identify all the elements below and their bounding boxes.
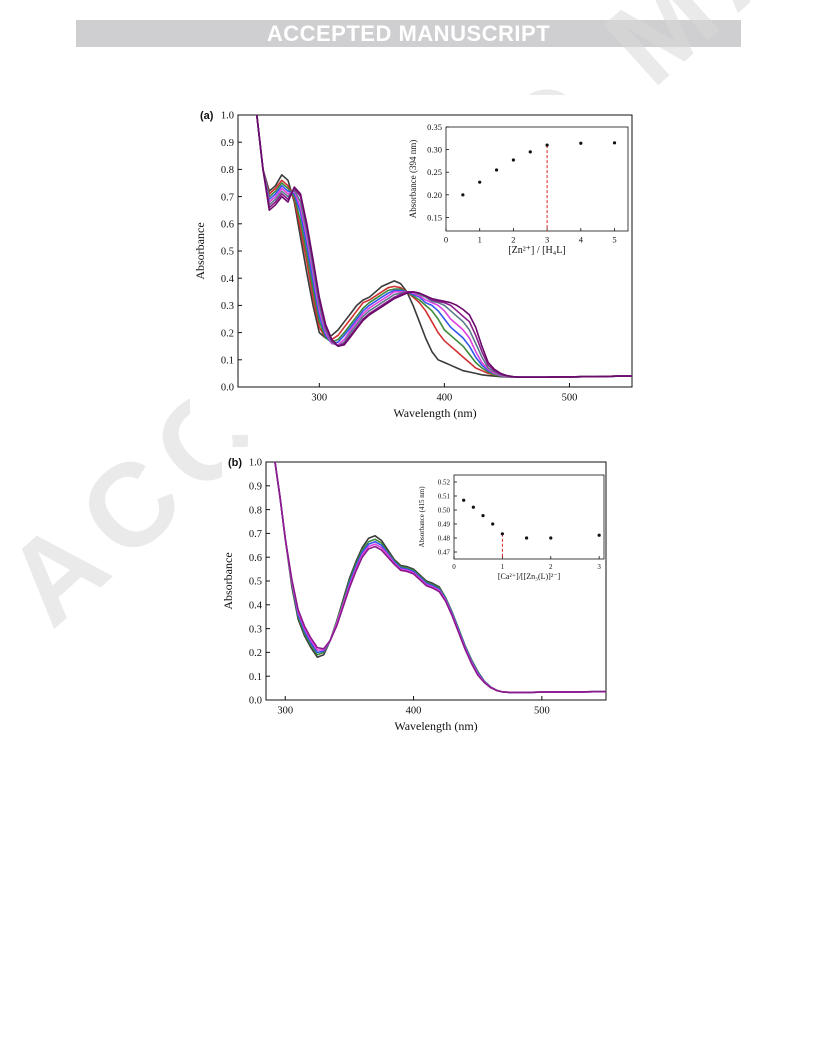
chart-a-y-tick-label: 0.8 [221,165,234,176]
chart-a-inset-point [478,180,482,184]
chart-a-inset-x-axis-title: [Zn²⁺] / [H₄L] [508,245,565,256]
chart-a-spectrum-line-2 [256,115,632,379]
chart-a-inset-point [528,150,532,154]
figure-panel-a: 0.0 0.1 0.2 0.3 0.4 0.5 0.6 0.7 0.8 0.9 1.0 300 400 5… [190,95,638,435]
chart-a-spectrum-line-7 [256,115,632,379]
chart-b-inset-y-tick-label: 0.52 [438,478,451,486]
chart-b-inset-x-tick-label: 1 [501,563,505,571]
chart-a-x-axis-title: Wavelength (nm) [393,406,476,420]
chart-a-x-tick-label: 500 [562,393,578,404]
chart-a-spectrum-line-1 [256,115,632,379]
chart-b-inset-point [491,522,495,526]
chart-a-spectrum-line-3 [256,115,632,379]
chart-a-y-axis-title: Absorbance [193,222,207,279]
chart-a-inset-point [545,143,549,147]
chart-b-series-group [274,462,606,694]
chart-a-y-tick-label: 0.2 [221,328,234,339]
chart-a-spectrum-line-6 [256,115,632,379]
chart-b-inset-x-tick-label: 3 [597,563,601,571]
chart-a-inset-point [511,158,516,162]
chart-b-y-tick-label: 0.5 [249,577,262,588]
chart-a-series-group [256,115,632,379]
chart-a-plot-frame [237,114,633,388]
chart-a-inset-point [494,168,499,172]
chart-b-x-tick-label: 300 [277,706,293,717]
chart-b-inset-y-tick-label: 0.50 [438,506,451,514]
chart-a-inset-x-tick-label: 0 [444,235,448,245]
uv-vis-chart-a: 0.0 0.1 0.2 0.3 0.4 0.5 0.6 0.7 0.8 0.9 1.0 300 400 5… [193,110,633,420]
chart-a-inset-y-tick-label: 0.15 [427,212,442,222]
chart-a-y-tick-label: 0.0 [221,383,234,394]
chart-a-inset-y-tick-label: 0.20 [427,190,442,200]
chart-b-spectrum-line-5 [274,462,606,694]
chart-b-inset-y-tick-label: 0.47 [438,548,451,556]
chart-a-inset-x-tick-label: 5 [612,235,616,245]
chart-b-inset-x-tick-label: 2 [549,563,553,571]
chart-b-inset-plot-frame [453,474,605,560]
figure-panel-b: 0.0 0.1 0.2 0.3 0.4 0.5 0.6 0.7 0.8 0.9 1.0 300 400 5… [221,447,636,745]
chart-a-inset-point [461,193,465,197]
chart-b-y-tick-label: 0.0 [249,696,262,707]
chart-a-y-tick-label: 1.0 [221,111,234,122]
chart-b-y-tick-label: 0.8 [249,505,262,516]
chart-b-y-tick-label: 0.4 [249,600,263,611]
chart-a-panel-label: (a) [200,110,214,122]
chart-a-inset-x-tick-label: 2 [511,235,515,245]
uv-vis-chart-b: 0.0 0.1 0.2 0.3 0.4 0.5 0.6 0.7 0.8 0.9 1.0 300 400 5… [221,457,607,733]
chart-b-inset-x-tick-label: 0 [452,563,456,571]
accepted-manuscript-banner: ACCEPTED MANUSCRIPT [76,20,741,47]
chart-b-inset-point [481,514,485,518]
chart-a-inset-plot-frame [445,126,629,232]
chart-b-y-tick-label: 0.9 [249,481,262,492]
chart-b-x-tick-label: 500 [534,706,550,717]
chart-b-inset-y-axis-title: Absorbance (415 nm) [418,486,426,548]
chart-a-x-tick-label: 400 [437,393,453,404]
chart-b-y-tick-label: 0.6 [249,553,262,564]
chart-b-y-tick-label: 0.1 [249,672,262,683]
chart-b-y-tick-label: 0.7 [249,529,262,540]
chart-a-spectrum-line-8 [256,115,632,379]
chart-a-y-tick-label: 0.9 [221,138,234,149]
chart-b-y-axis-title: Absorbance [222,552,235,609]
chart-b-inset-point [524,536,529,540]
chart-a-inset-x-tick-label: 3 [545,235,549,245]
chart-a-inset-point [579,141,583,145]
chart-a-y-tick-label: 0.4 [221,274,235,285]
chart-a-inset-y-tick-label: 0.30 [427,145,442,155]
chart-a-inset-x-tick-label: 1 [478,235,482,245]
chart-b-plot-frame [265,461,607,701]
chart-b-y-tick-label: 1.0 [249,458,262,469]
chart-b-x-axis-title: Wavelength (nm) [394,719,477,733]
chart-a-y-tick-label: 0.5 [221,247,234,258]
chart-b-panel-label: (b) [228,457,242,469]
chart-a-x-tick-label: 300 [311,393,327,404]
chart-a-inset-point [612,141,617,145]
chart-a-inset-y-axis-title: Absorbance (394 nm) [408,140,418,218]
chart-a-inset-y-tick-label: 0.25 [427,167,442,177]
chart-b-inset-point [500,532,504,536]
chart-a-y-tick-label: 0.1 [221,355,234,366]
chart-a-inset-y-tick-label: 0.35 [427,122,442,132]
chart-a-y-tick-label: 0.3 [221,301,234,312]
chart-a-y-tick-label: 0.6 [221,219,234,230]
chart-b-x-tick-label: 400 [406,706,422,717]
chart-b-inset-y-tick-label: 0.48 [438,534,451,542]
chart-b-inset-point [597,533,601,537]
chart-b-inset-point [471,505,475,509]
chart-b-y-tick-label: 0.2 [249,648,262,659]
chart-b-inset-x-axis-title: [Ca²⁺]/[[Zn₃(L)]²⁻] [498,572,561,581]
chart-b-inset-y-tick-label: 0.51 [438,492,451,500]
chart-a-spectrum-line-5 [256,115,632,379]
chart-a-y-tick-label: 0.7 [221,192,234,203]
chart-b-inset-point [462,498,466,502]
chart-a-inset-x-tick-label: 4 [579,235,584,245]
chart-b-inset-point [549,536,553,540]
chart-b-inset-y-tick-label: 0.49 [438,520,451,528]
chart-a-spectrum-line-4 [256,115,632,379]
chart-b-y-tick-label: 0.3 [249,624,262,635]
